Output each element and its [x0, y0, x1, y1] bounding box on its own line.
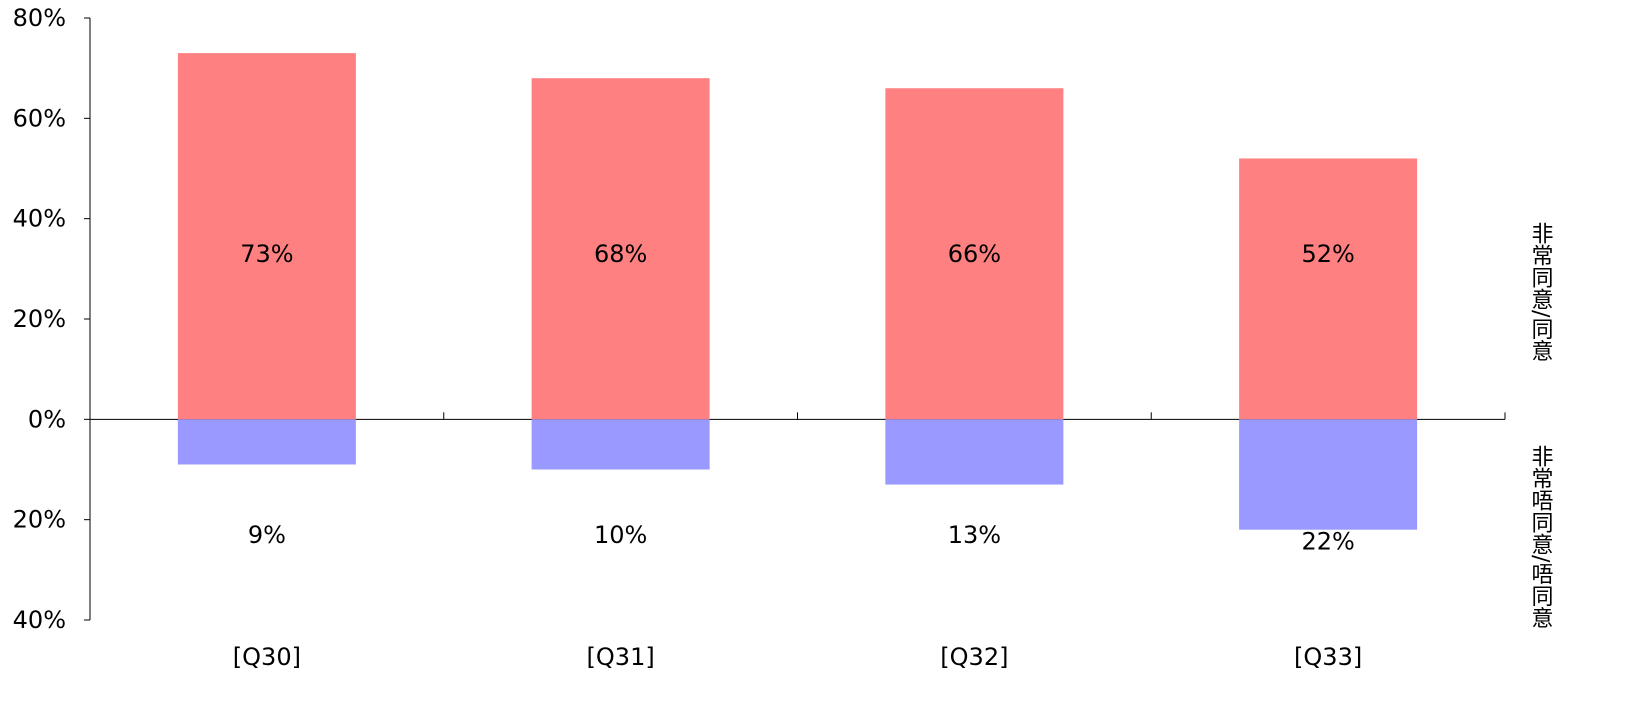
bar-agree [531, 78, 710, 420]
y-tick-label: 60% [13, 104, 66, 132]
data-label-agree: 68% [594, 240, 647, 268]
x-category-label: [Q31] [587, 643, 655, 671]
bar-agree [885, 88, 1064, 420]
bars [177, 53, 1418, 530]
bar-disagree [531, 419, 710, 470]
bar-disagree [885, 419, 1064, 485]
y-tick-label: 40% [13, 205, 66, 233]
y-tick-label: 20% [13, 305, 66, 333]
y-tick-label: 0% [28, 405, 66, 433]
y-tick-label: 80% [13, 4, 66, 32]
x-category-label: [Q30] [233, 643, 301, 671]
bar-agree [1239, 158, 1418, 420]
legend-disagree-label: 非常唔同意/唔同意 [1528, 445, 1553, 629]
y-tick-label: 40% [13, 606, 66, 634]
data-label-agree: 52% [1301, 240, 1354, 268]
legend-agree-label: 非常同意/同意 [1528, 222, 1553, 362]
y-tick-label: 20% [13, 506, 66, 534]
bar-disagree [177, 419, 356, 465]
bar-disagree [1239, 419, 1418, 530]
data-label-agree: 66% [948, 240, 1001, 268]
data-label-disagree: 22% [1301, 528, 1354, 556]
data-label-disagree: 9% [248, 521, 286, 549]
data-label-agree: 73% [240, 240, 293, 268]
x-category-label: [Q33] [1294, 643, 1362, 671]
bar-agree [177, 53, 356, 420]
labels: 80% 60% 40% 20% 0% 20% 40% 73% 9% [Q30] 68% 10% [Q31… [13, 4, 1363, 671]
data-label-disagree: 10% [594, 521, 647, 549]
data-label-disagree: 13% [948, 521, 1001, 549]
x-category-label: [Q32] [940, 643, 1008, 671]
